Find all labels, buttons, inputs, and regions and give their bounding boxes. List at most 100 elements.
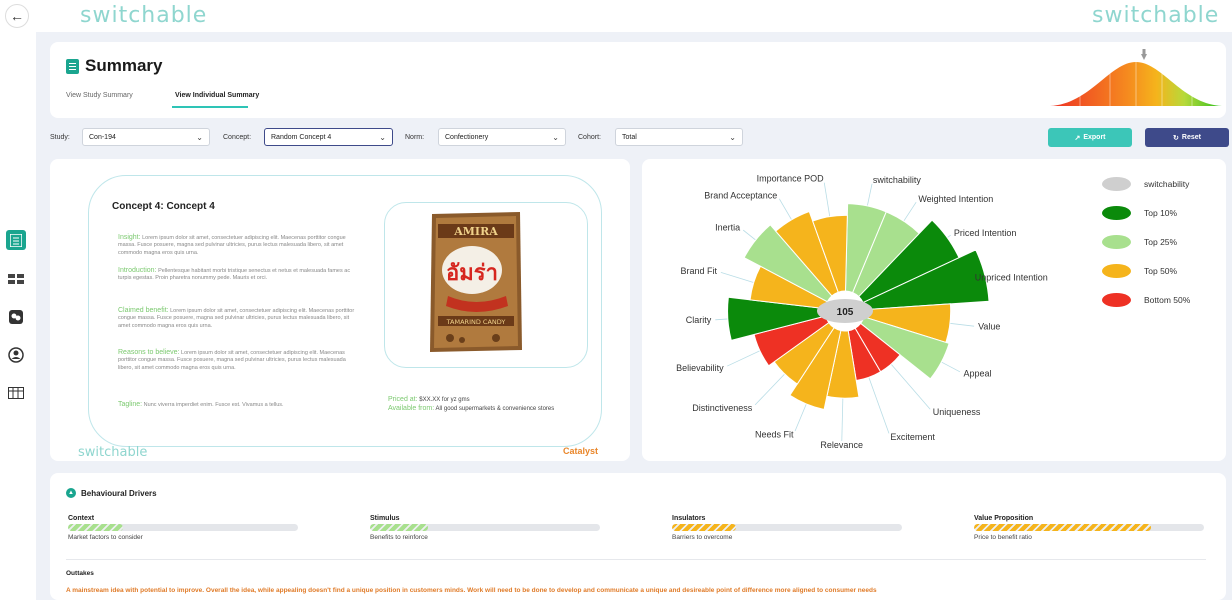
chevron-down-icon: ⌄	[729, 133, 736, 142]
sidebar-item-data[interactable]	[6, 383, 26, 403]
switchability-bell-curve	[1050, 49, 1222, 106]
catalyst-logo: Catalyst	[563, 446, 599, 456]
user-settings-icon	[8, 347, 24, 363]
price-availability: Priced at: $XX.XX for yz gms Available f…	[388, 395, 554, 414]
arrow-left-icon: ←	[10, 8, 24, 24]
outtakes-text: A mainstream idea with potential to impr…	[66, 587, 877, 594]
legend-label: Top 25%	[1144, 237, 1178, 247]
legend-swatch	[1102, 264, 1131, 278]
refresh-icon: ↻	[1173, 134, 1179, 142]
concept-reasons: Reasons to believe: Lorem ipsum dolor si…	[118, 348, 358, 372]
concept-select[interactable]: Random Concept 4 ⌄	[264, 128, 393, 146]
sidebar-item-summary[interactable]	[6, 230, 26, 250]
legend-swatch	[1102, 235, 1131, 249]
document-list-icon	[10, 233, 22, 247]
export-icon: ↗	[1074, 134, 1081, 142]
concept-footer-logo: switchable	[78, 445, 148, 460]
legend-top25: Top 25%	[1102, 235, 1222, 249]
reasons-text: Lorem ipsum dolor sit amet, consectetuer…	[118, 350, 346, 371]
polar-axis-label: Priced Intention	[954, 228, 1017, 238]
page-title-text: Summary	[85, 56, 163, 75]
concept-value: Random Concept 4	[271, 133, 332, 141]
export-button[interactable]: ↗ Export	[1048, 128, 1132, 147]
filter-bar: Study: Con-194 ⌄ Concept: Random Concept …	[36, 128, 1232, 150]
page-title: Summary	[66, 56, 162, 76]
introduction-label: Introduction:	[118, 267, 157, 274]
metric-track	[672, 524, 902, 531]
metric-name: Value Proposition	[974, 515, 1034, 522]
metric-track	[68, 524, 298, 531]
metric-name: Stimulus	[370, 515, 400, 522]
polar-axis-label: Uniqueness	[933, 407, 981, 417]
tagline-label: Tagline:	[118, 401, 143, 408]
norm-select[interactable]: Confectionery ⌄	[438, 128, 566, 146]
tab-individual-summary[interactable]: View Individual Summary	[175, 92, 260, 99]
sidebar-item-audience[interactable]	[6, 345, 26, 365]
polar-axis-label: Believability	[676, 363, 724, 373]
polar-axis-label: Unpriced Intention	[975, 273, 1048, 283]
chevron-down-icon: ⌄	[196, 133, 203, 142]
metric-fill	[672, 524, 737, 531]
outtakes-title: Outtakes	[66, 570, 94, 577]
available-label: Available from:	[388, 405, 435, 413]
table-icon	[8, 387, 24, 399]
polar-bar-inertia	[743, 224, 833, 303]
polar-axis-label: Appeal	[963, 369, 991, 379]
reasons-label: Reasons to believe:	[118, 349, 180, 356]
metric-insulators: Insulators Barriers to overcome	[672, 515, 902, 541]
package-brand-text: AMIRA	[453, 225, 498, 238]
legend-label: Bottom 50%	[1144, 295, 1191, 305]
polar-axis-label: Brand Fit	[681, 266, 718, 276]
study-label: Study:	[50, 134, 70, 141]
study-select[interactable]: Con-194 ⌄	[82, 128, 210, 146]
drivers-icon: ▲	[66, 488, 76, 498]
behavioural-drivers-card: ▲ Behavioural Drivers Context Market fac…	[50, 473, 1226, 600]
polar-bar-brand-acceptance	[775, 210, 839, 297]
insight-label: Insight:	[118, 234, 141, 241]
sidebar-item-compare[interactable]	[6, 269, 26, 289]
polar-axis-label: switchability	[873, 175, 922, 185]
tab-study-summary[interactable]: View Study Summary	[66, 92, 133, 99]
polar-axis-label: Weighted Intention	[918, 194, 993, 204]
concept-card: Concept 4: Concept 4 Insight: Lorem ipsu…	[50, 159, 630, 461]
metric-subtitle: Benefits to reinforce	[370, 534, 428, 541]
summary-header: Summary View Study Summary View Individu…	[50, 42, 1226, 118]
legend-swatch	[1102, 293, 1131, 307]
claimed-benefit-label: Claimed benefit:	[118, 307, 169, 314]
package-thai-text: อัมร่า	[446, 261, 498, 286]
product-image-frame	[384, 202, 588, 368]
reset-label: Reset	[1181, 134, 1201, 141]
summary-doc-icon	[66, 58, 79, 74]
tagline-text: Nunc viverra imperdiet enim. Fusce est. …	[143, 402, 284, 408]
switchability-score: 105	[837, 307, 854, 318]
polar-axis-label: Brand Acceptance	[704, 190, 777, 200]
legend-bottom50: Bottom 50%	[1102, 293, 1222, 307]
cohort-select[interactable]: Total ⌄	[615, 128, 743, 146]
back-button[interactable]: ←	[5, 4, 29, 28]
polar-bar-needs-fit	[789, 327, 842, 411]
concept-label: Concept:	[223, 134, 252, 141]
norm-value: Confectionery	[445, 133, 489, 141]
product-package-image: AMIRA อัมร่า TAMARIND CANDY	[430, 212, 522, 352]
legend-top10: Top 10%	[1102, 206, 1222, 220]
legend-label: Top 10%	[1144, 208, 1178, 218]
top-bar: ← switchable switchable	[0, 0, 1232, 32]
metric-stimulus: Stimulus Benefits to reinforce	[370, 515, 600, 541]
metric-context: Context Market factors to consider	[68, 515, 298, 541]
divider	[66, 559, 1206, 560]
drivers-title-text: Behavioural Drivers	[81, 488, 157, 498]
polar-axis-label: Value	[978, 322, 1000, 332]
legend-label: Top 50%	[1144, 266, 1178, 276]
brand-logo-right: switchable	[1092, 3, 1220, 28]
claimed-benefit-text: Lorem ipsum dolor sit amet, consectetuer…	[118, 308, 355, 329]
reset-button[interactable]: ↻ Reset	[1145, 128, 1229, 147]
priced-label: Priced at:	[388, 396, 418, 403]
metric-subtitle: Price to benefit ratio	[974, 534, 1032, 541]
cohort-label: Cohort:	[578, 134, 601, 141]
sidebar-item-insights[interactable]	[6, 307, 26, 327]
concept-title: Concept 4: Concept 4	[112, 201, 215, 212]
polar-axis-label: Needs Fit	[755, 430, 794, 440]
package-product-text: TAMARIND CANDY	[446, 318, 506, 326]
position-marker-icon	[1141, 54, 1147, 60]
available-value: All good supermarkets & convenience stor…	[435, 406, 555, 413]
